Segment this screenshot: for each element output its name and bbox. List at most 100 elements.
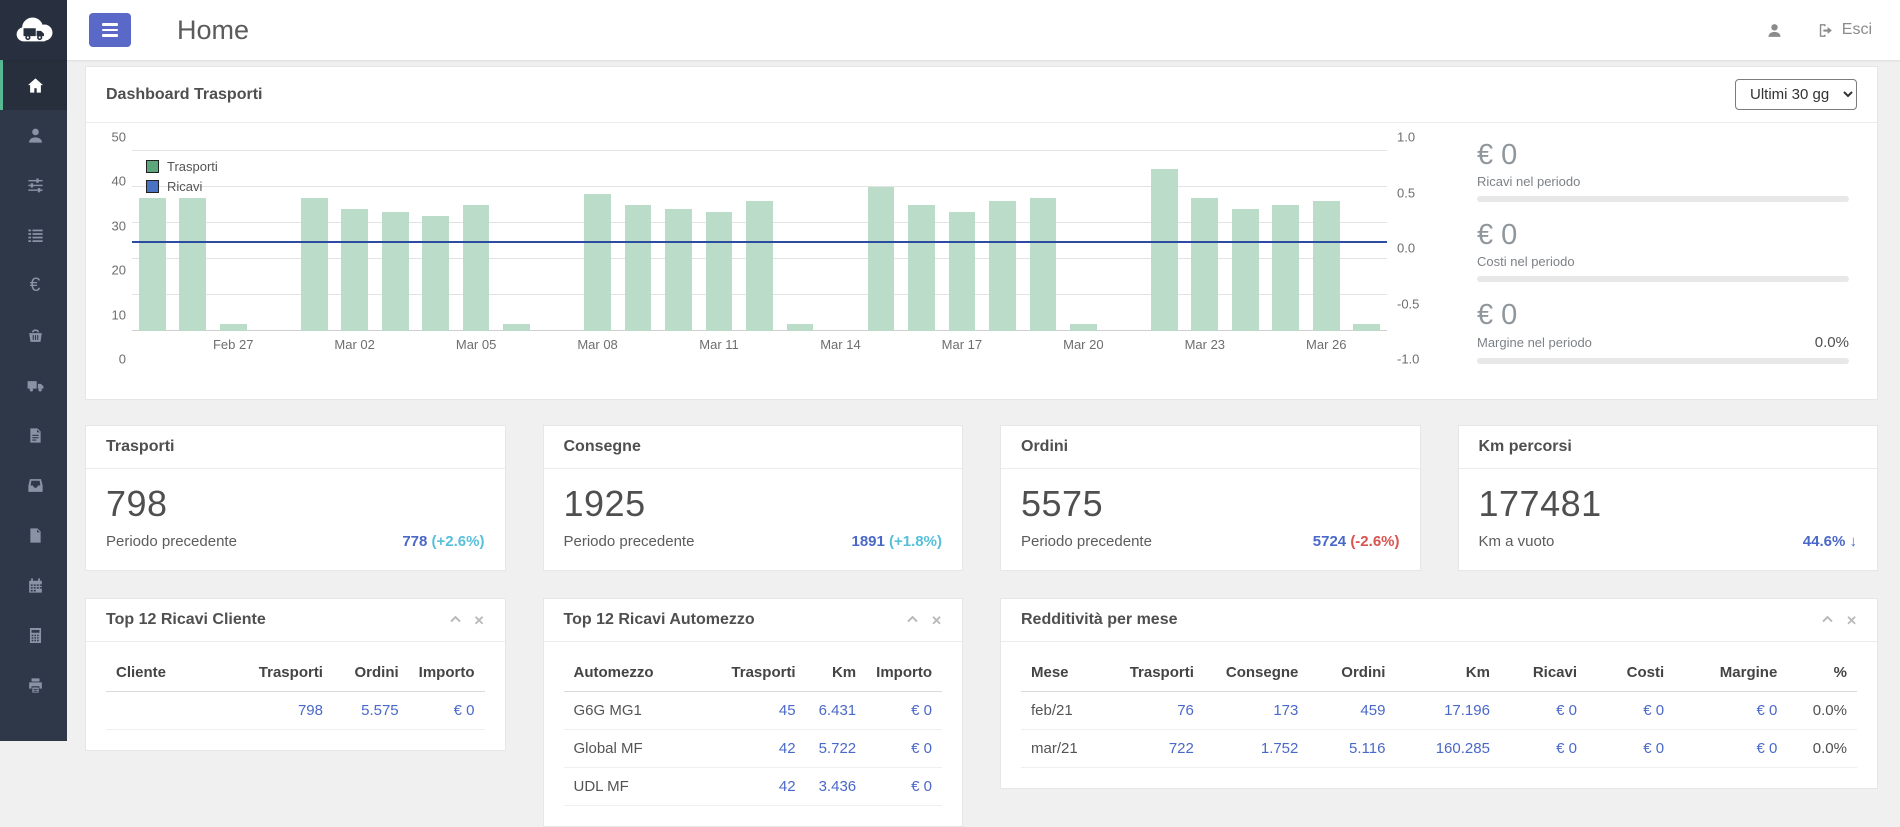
logout-button[interactable]: Esci xyxy=(1817,21,1872,39)
left-axis-tick: 30 xyxy=(112,218,126,233)
left-axis-tick: 40 xyxy=(112,174,126,189)
x-axis-tick: Mar 14 xyxy=(820,337,860,352)
stat-card-value: 5575 xyxy=(1021,483,1400,525)
summary-label: Ricavi nel periodo xyxy=(1477,174,1580,189)
table-cell: € 0 xyxy=(409,692,485,730)
stat-card-previous: 1891 xyxy=(852,533,885,550)
bar xyxy=(1313,201,1340,331)
bar xyxy=(220,324,247,331)
table-cell: 5.575 xyxy=(333,692,409,730)
summary-progressbar xyxy=(1477,276,1849,282)
close-panel-icon[interactable]: ✕ xyxy=(931,614,942,627)
panel-title: Redditività per mese xyxy=(1021,611,1178,629)
collapse-panel-icon[interactable] xyxy=(1821,613,1834,628)
euro-icon: € xyxy=(30,276,41,295)
sidebar: € xyxy=(0,60,67,741)
right-axis-tick: -0.5 xyxy=(1397,296,1419,311)
summary-item-2: € 0Margine nel periodo0.0% xyxy=(1477,299,1849,364)
stat-card-previous: 778 xyxy=(402,533,427,550)
table-cell: 17.196 xyxy=(1395,692,1500,730)
sidebar-item-euro[interactable]: € xyxy=(0,260,67,310)
legend-item-ricavi: Ricavi xyxy=(146,179,218,194)
column-header: Cliente xyxy=(106,652,235,692)
collapse-panel-icon[interactable] xyxy=(906,613,919,628)
x-axis-tick: Mar 11 xyxy=(699,337,739,352)
printer-icon xyxy=(26,676,45,695)
chart-right-axis: -1.0-0.50.00.51.0 xyxy=(1387,137,1437,359)
stat-card-consegne: Consegne1925Periodo precedente1891 (+1.8… xyxy=(543,425,964,571)
bar xyxy=(584,194,611,331)
table-cell: € 0 xyxy=(1674,730,1787,768)
sidebar-item-list[interactable] xyxy=(0,210,67,260)
table-cell: 6.431 xyxy=(806,692,867,730)
x-axis-tick: Mar 17 xyxy=(942,337,982,352)
bar xyxy=(179,198,206,331)
bar xyxy=(949,212,976,331)
table-row: Global MF425.722€ 0 xyxy=(564,730,943,768)
sidebar-item-user[interactable] xyxy=(0,110,67,160)
chart-plot-area: TrasportiRicavi xyxy=(132,151,1387,331)
table-cell: 76 xyxy=(1099,692,1204,730)
bar xyxy=(665,209,692,331)
user-profile-icon[interactable] xyxy=(1766,22,1783,39)
period-select[interactable]: Ultimi 30 gg xyxy=(1735,79,1857,110)
table-cell: 42 xyxy=(715,730,806,768)
sidebar-item-printer[interactable] xyxy=(0,660,67,710)
sidebar-item-file[interactable] xyxy=(0,510,67,560)
sidebar-item-sliders[interactable] xyxy=(0,160,67,210)
table-cell: 0.0% xyxy=(1787,730,1857,768)
stat-card-title: Consegne xyxy=(544,426,963,469)
sidebar-toggle-button[interactable] xyxy=(89,13,131,47)
sidebar-item-home[interactable] xyxy=(0,60,67,110)
table-cell: G6G MG1 xyxy=(564,692,715,730)
close-panel-icon[interactable]: ✕ xyxy=(1846,614,1857,627)
column-header: Trasporti xyxy=(715,652,806,692)
panel-automezzi: Top 12 Ricavi Automezzo✕AutomezzoTraspor… xyxy=(543,598,964,827)
table-cell: 173 xyxy=(1204,692,1309,730)
calculator-icon xyxy=(26,626,45,645)
summary-percent: 0.0% xyxy=(1815,334,1849,351)
table-cell: 160.285 xyxy=(1395,730,1500,768)
close-panel-icon[interactable]: ✕ xyxy=(474,614,485,627)
column-header: Ordini xyxy=(1308,652,1395,692)
bar xyxy=(1070,324,1097,331)
column-header: Mese xyxy=(1021,652,1099,692)
bar xyxy=(1191,198,1218,331)
app-logo[interactable] xyxy=(0,0,67,60)
truck-icon xyxy=(26,376,45,395)
table-cell: feb/21 xyxy=(1021,692,1099,730)
sidebar-item-calculator[interactable] xyxy=(0,610,67,660)
truck-cloud-logo-icon xyxy=(13,13,55,47)
stat-card-sublabel: Periodo precedente xyxy=(564,533,695,550)
bar xyxy=(1151,169,1178,331)
collapse-panel-icon[interactable] xyxy=(449,613,462,628)
table-cell: 3.436 xyxy=(806,768,867,806)
bar xyxy=(868,187,895,331)
table-cell: € 0 xyxy=(1587,730,1674,768)
stat-card-km-percorsi: Km percorsi177481Km a vuoto44.6% ↓ xyxy=(1458,425,1879,571)
sidebar-item-calendar[interactable] xyxy=(0,560,67,610)
sidebar-item-basket[interactable] xyxy=(0,310,67,360)
right-axis-tick: 1.0 xyxy=(1397,130,1415,145)
table-cell: 722 xyxy=(1099,730,1204,768)
bar xyxy=(1030,198,1057,331)
x-axis-tick: Mar 26 xyxy=(1306,337,1346,352)
sidebar-item-truck[interactable] xyxy=(0,360,67,410)
logout-label: Esci xyxy=(1842,21,1872,39)
sidebar-item-inbox[interactable] xyxy=(0,460,67,510)
topbar: Home Esci xyxy=(0,0,1900,60)
sidebar-item-file-text[interactable] xyxy=(0,410,67,460)
bar xyxy=(1272,205,1299,331)
column-header: Margine xyxy=(1674,652,1787,692)
main-content: Dashboard Trasporti Ultimi 30 gg 0102030… xyxy=(67,60,1900,827)
panel-title: Top 12 Ricavi Cliente xyxy=(106,611,266,629)
table-cell: 45 xyxy=(715,692,806,730)
table-cell: mar/21 xyxy=(1021,730,1099,768)
summary-label: Costi nel periodo xyxy=(1477,254,1575,269)
summary-value: € 0 xyxy=(1477,139,1849,172)
summary-value: € 0 xyxy=(1477,299,1849,332)
calendar-icon xyxy=(26,576,45,595)
summary-item-0: € 0 Ricavi nel periodo xyxy=(1477,139,1849,202)
right-axis-tick: -1.0 xyxy=(1397,352,1419,367)
chart-legend: TrasportiRicavi xyxy=(146,159,218,194)
